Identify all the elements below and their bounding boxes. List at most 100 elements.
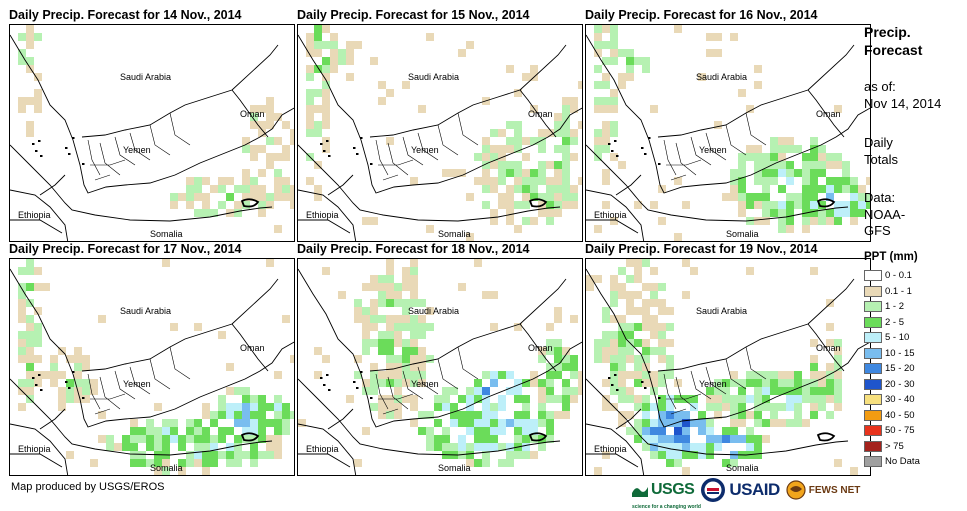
precip-cell (314, 41, 322, 49)
precip-cell (834, 363, 842, 371)
precip-cell (266, 435, 274, 443)
precip-cell (642, 371, 650, 379)
precip-cell (258, 185, 266, 193)
precip-cell (610, 331, 618, 339)
precip-cell (362, 379, 370, 387)
precip-cell (162, 435, 170, 443)
precip-cell (26, 129, 34, 137)
precip-cell (626, 371, 634, 379)
precip-cell (314, 25, 322, 33)
precip-cell (322, 121, 330, 129)
small-islands (608, 371, 661, 399)
precip-cell (274, 185, 282, 193)
precip-cell (466, 395, 474, 403)
island (82, 163, 85, 165)
precip-cell (650, 435, 658, 443)
precip-cell (74, 395, 82, 403)
precip-cell (682, 467, 690, 475)
precip-cell (498, 201, 506, 209)
precip-cell (322, 57, 330, 65)
precip-cell (834, 217, 842, 225)
precip-cell (618, 49, 626, 57)
precip-cell (770, 161, 778, 169)
precip-cell (746, 371, 754, 379)
precip-cell (386, 315, 394, 323)
precip-cell (18, 331, 26, 339)
precip-cell (738, 435, 746, 443)
precip-cell (370, 339, 378, 347)
legend-swatch (864, 316, 882, 328)
precip-cell (594, 467, 602, 475)
legend-swatch (864, 456, 882, 468)
precip-cell (562, 137, 570, 145)
precip-cell (738, 185, 746, 193)
precip-cell (858, 209, 866, 217)
precip-cell (490, 145, 498, 153)
saudi-yemen-border (369, 323, 521, 372)
map-frame: Saudi Arabia Oman Yemen Ethiopia Somalia (585, 24, 871, 242)
precip-cell (410, 331, 418, 339)
precip-cell (746, 379, 754, 387)
precip-cell (786, 419, 794, 427)
precip-cell (362, 315, 370, 323)
precip-cell (26, 379, 34, 387)
precip-cell (626, 323, 634, 331)
precip-cell (698, 451, 706, 459)
precip-cell (410, 259, 418, 267)
precip-cell (690, 443, 698, 451)
precip-cell (138, 459, 146, 467)
precip-cell (546, 177, 554, 185)
precip-cell (530, 427, 538, 435)
precip-cell (482, 387, 490, 395)
precip-cell (394, 363, 402, 371)
precip-cell (370, 217, 378, 225)
precip-cell (658, 355, 666, 363)
legend-row: 0.1 - 1 (864, 284, 920, 300)
precip-cell (370, 379, 378, 387)
precip-cell (602, 145, 610, 153)
precip-cell (714, 395, 722, 403)
precip-cell (506, 387, 514, 395)
precip-cell (706, 435, 714, 443)
precip-cell (778, 371, 786, 379)
precip-cell (706, 387, 714, 395)
precip-cell (810, 161, 818, 169)
precip-cell (18, 315, 26, 323)
precip-cell (538, 169, 546, 177)
precip-cell (34, 379, 42, 387)
precip-cell (730, 419, 738, 427)
precip-cell (194, 451, 202, 459)
precip-cell (506, 459, 514, 467)
precip-cell (474, 153, 482, 161)
precip-cell (138, 451, 146, 459)
horn-borders (298, 174, 357, 241)
precip-cell (610, 57, 618, 65)
precip-cell (226, 451, 234, 459)
island (328, 389, 331, 391)
precip-cell (402, 355, 410, 363)
precip-cell (650, 291, 658, 299)
precip-cell (690, 267, 698, 275)
precip-cell (242, 193, 250, 201)
precip-cell (642, 395, 650, 403)
precip-cell (386, 259, 394, 267)
precip-cell (146, 459, 154, 467)
precip-cell (514, 419, 522, 427)
label-oman: Oman (528, 343, 553, 353)
precip-cell (538, 177, 546, 185)
precip-cell (746, 435, 754, 443)
precip-cell (554, 209, 562, 217)
precip-cell (266, 451, 274, 459)
island (65, 381, 68, 383)
precip-cell (642, 283, 650, 291)
precip-cell (322, 41, 330, 49)
precip-cell (274, 395, 282, 403)
precip-cell (546, 339, 554, 347)
precip-cell (274, 451, 282, 459)
precip-cell (522, 411, 530, 419)
precip-cell (626, 387, 634, 395)
country-borders (10, 268, 294, 475)
precip-cell (658, 283, 666, 291)
precip-cell (714, 403, 722, 411)
precip-cell (746, 105, 754, 113)
